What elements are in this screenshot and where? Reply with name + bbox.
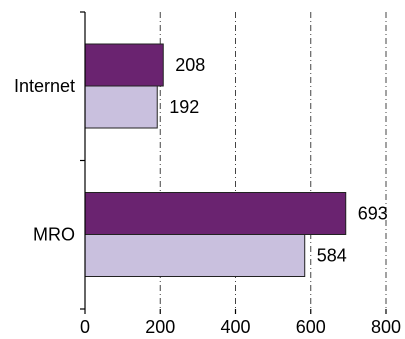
data-label-internet-series-1: 208: [175, 55, 205, 75]
axes: [80, 11, 387, 314]
x-tick-label-800: 800: [371, 317, 401, 337]
x-tick-label-0: 0: [80, 317, 90, 337]
data-label-mro-series-1: 693: [358, 204, 388, 224]
x-tick-label-400: 400: [220, 317, 250, 337]
bar-mro-series-2: [84, 234, 306, 277]
category-label-internet: Internet: [14, 76, 75, 96]
data-label-internet-series-2: 192: [169, 97, 199, 117]
labels: 208 192 Internet 693 584 MRO 0 200 400 600 800: [14, 55, 401, 337]
bar-internet-series-1: [84, 43, 164, 87]
x-tick-label-600: 600: [296, 317, 326, 337]
bar-mro-series-1: [84, 192, 347, 235]
bars: [84, 43, 347, 277]
data-label-mro-series-2: 584: [317, 246, 347, 266]
bar-internet-series-2: [84, 85, 158, 129]
x-tick-label-200: 200: [145, 317, 175, 337]
category-label-mro: MRO: [33, 225, 75, 245]
